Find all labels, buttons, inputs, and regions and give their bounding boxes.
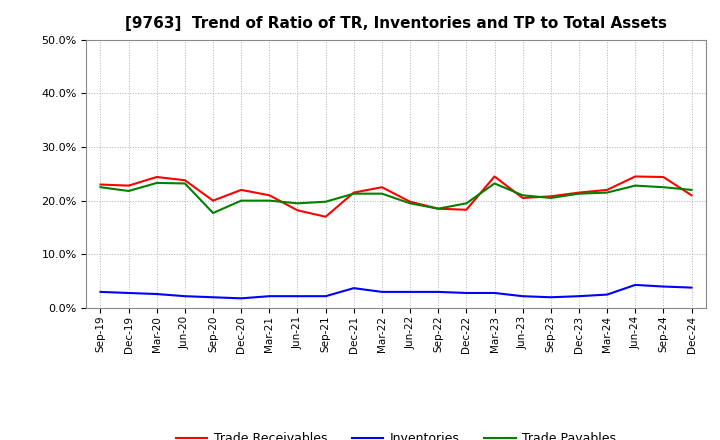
Inventories bbox=[265, 293, 274, 299]
Inventories bbox=[181, 293, 189, 299]
Trade Receivables bbox=[434, 206, 443, 211]
Trade Payables bbox=[518, 193, 527, 198]
Trade Receivables bbox=[153, 174, 161, 180]
Inventories bbox=[293, 293, 302, 299]
Trade Payables bbox=[659, 185, 667, 190]
Trade Payables bbox=[293, 201, 302, 206]
Trade Payables bbox=[181, 181, 189, 186]
Inventories bbox=[575, 293, 583, 299]
Trade Payables bbox=[490, 181, 499, 186]
Trade Receivables bbox=[546, 194, 555, 199]
Inventories bbox=[434, 289, 443, 294]
Trade Payables bbox=[406, 201, 415, 206]
Trade Payables bbox=[575, 191, 583, 196]
Trade Receivables bbox=[490, 174, 499, 179]
Trade Receivables bbox=[181, 178, 189, 183]
Inventories bbox=[462, 290, 471, 296]
Trade Payables bbox=[546, 195, 555, 201]
Inventories bbox=[546, 295, 555, 300]
Trade Payables bbox=[603, 190, 611, 195]
Inventories bbox=[153, 291, 161, 297]
Trade Receivables bbox=[603, 187, 611, 193]
Line: Trade Receivables: Trade Receivables bbox=[101, 176, 691, 217]
Trade Payables bbox=[209, 210, 217, 216]
Trade Payables bbox=[687, 187, 696, 193]
Inventories bbox=[321, 293, 330, 299]
Trade Receivables bbox=[518, 195, 527, 201]
Inventories bbox=[125, 290, 133, 296]
Trade Receivables bbox=[462, 207, 471, 213]
Inventories bbox=[659, 284, 667, 289]
Inventories bbox=[349, 286, 358, 291]
Trade Receivables bbox=[631, 174, 639, 179]
Trade Payables bbox=[349, 191, 358, 196]
Trade Receivables bbox=[125, 183, 133, 188]
Trade Receivables bbox=[349, 190, 358, 195]
Inventories bbox=[237, 296, 246, 301]
Trade Receivables bbox=[237, 187, 246, 193]
Trade Receivables bbox=[265, 193, 274, 198]
Legend: Trade Receivables, Inventories, Trade Payables: Trade Receivables, Inventories, Trade Pa… bbox=[171, 427, 621, 440]
Inventories bbox=[209, 295, 217, 300]
Trade Receivables bbox=[575, 190, 583, 195]
Trade Receivables bbox=[209, 198, 217, 203]
Trade Receivables bbox=[96, 182, 105, 187]
Line: Trade Payables: Trade Payables bbox=[101, 183, 691, 213]
Trade Payables bbox=[321, 199, 330, 204]
Trade Receivables bbox=[321, 214, 330, 220]
Inventories bbox=[687, 285, 696, 290]
Inventories bbox=[406, 289, 415, 294]
Inventories bbox=[603, 292, 611, 297]
Trade Payables bbox=[434, 206, 443, 211]
Trade Receivables bbox=[687, 193, 696, 198]
Trade Payables bbox=[153, 180, 161, 186]
Inventories bbox=[377, 289, 386, 294]
Trade Payables bbox=[377, 191, 386, 196]
Trade Receivables bbox=[377, 185, 386, 190]
Title: [9763]  Trend of Ratio of TR, Inventories and TP to Total Assets: [9763] Trend of Ratio of TR, Inventories… bbox=[125, 16, 667, 32]
Trade Payables bbox=[237, 198, 246, 203]
Trade Receivables bbox=[293, 208, 302, 213]
Trade Payables bbox=[96, 185, 105, 190]
Trade Receivables bbox=[406, 199, 415, 204]
Inventories bbox=[631, 282, 639, 288]
Inventories bbox=[490, 290, 499, 296]
Trade Payables bbox=[631, 183, 639, 188]
Trade Payables bbox=[265, 198, 274, 203]
Inventories bbox=[96, 289, 105, 294]
Inventories bbox=[518, 293, 527, 299]
Trade Receivables bbox=[659, 174, 667, 180]
Line: Inventories: Inventories bbox=[101, 285, 691, 298]
Trade Payables bbox=[125, 188, 133, 194]
Trade Payables bbox=[462, 201, 471, 206]
